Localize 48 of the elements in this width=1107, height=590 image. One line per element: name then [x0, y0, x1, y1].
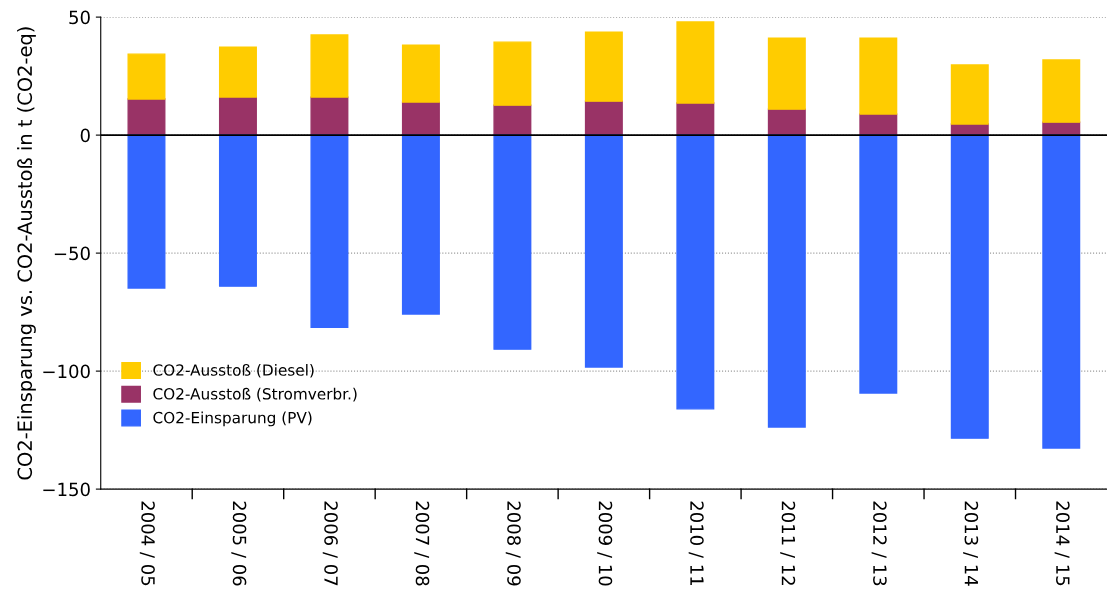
bar [401, 44, 440, 103]
bar [1042, 134, 1081, 449]
x-tick-label: 2012 / 13 [871, 501, 887, 586]
legend-label: CO2-Ausstoß (Stromverbr.) [153, 387, 357, 402]
x-tick-label: 2009 / 10 [597, 501, 613, 586]
x-tick-label: 2014 / 15 [1054, 501, 1070, 586]
bar [127, 53, 166, 100]
x-tick-label: 2010 / 11 [688, 501, 704, 586]
bar [127, 98, 166, 136]
y-tick-label: 50 [69, 10, 90, 25]
bar [493, 134, 532, 350]
y-tick-label: 0 [80, 128, 90, 143]
bar [218, 96, 257, 136]
bar [127, 134, 166, 289]
bar [1042, 59, 1081, 123]
bar [218, 46, 257, 98]
x-tick-label: 2011 / 12 [780, 501, 796, 585]
x-tick-label: 2007 / 08 [414, 501, 430, 586]
bar [401, 101, 440, 136]
bar [676, 134, 715, 410]
legend-label: CO2-Einsparung (PV) [153, 411, 312, 427]
bar [859, 134, 898, 394]
bar [767, 37, 806, 110]
x-tick-label: 2008 / 09 [505, 501, 521, 586]
x-tick-label: 2005 / 06 [231, 501, 247, 586]
bar [859, 37, 898, 115]
bar [676, 102, 715, 136]
bar [584, 100, 623, 136]
x-tick-label: 2004 / 05 [139, 501, 155, 586]
bar [493, 41, 532, 106]
x-tick-label: 2013 / 14 [963, 501, 979, 586]
bar [584, 31, 623, 102]
y-tick-label: −100 [43, 364, 90, 379]
bar [584, 134, 623, 368]
bar [218, 134, 257, 287]
bar [950, 64, 989, 125]
legend-label: CO2-Ausstoß (Diesel) [153, 363, 314, 378]
bar [310, 134, 349, 328]
y-tick-label: −150 [43, 482, 90, 497]
bar [950, 134, 989, 439]
bar [401, 134, 440, 315]
y-axis-title: CO2-Einsparung vs. CO2-Ausstoß in t (CO2-eq) [17, 27, 36, 480]
bar [767, 134, 806, 428]
y-tick-label: −50 [54, 246, 90, 261]
bar [310, 96, 349, 136]
x-tick-label: 2006 / 07 [322, 501, 338, 586]
bar [676, 21, 715, 104]
bar [310, 34, 349, 98]
